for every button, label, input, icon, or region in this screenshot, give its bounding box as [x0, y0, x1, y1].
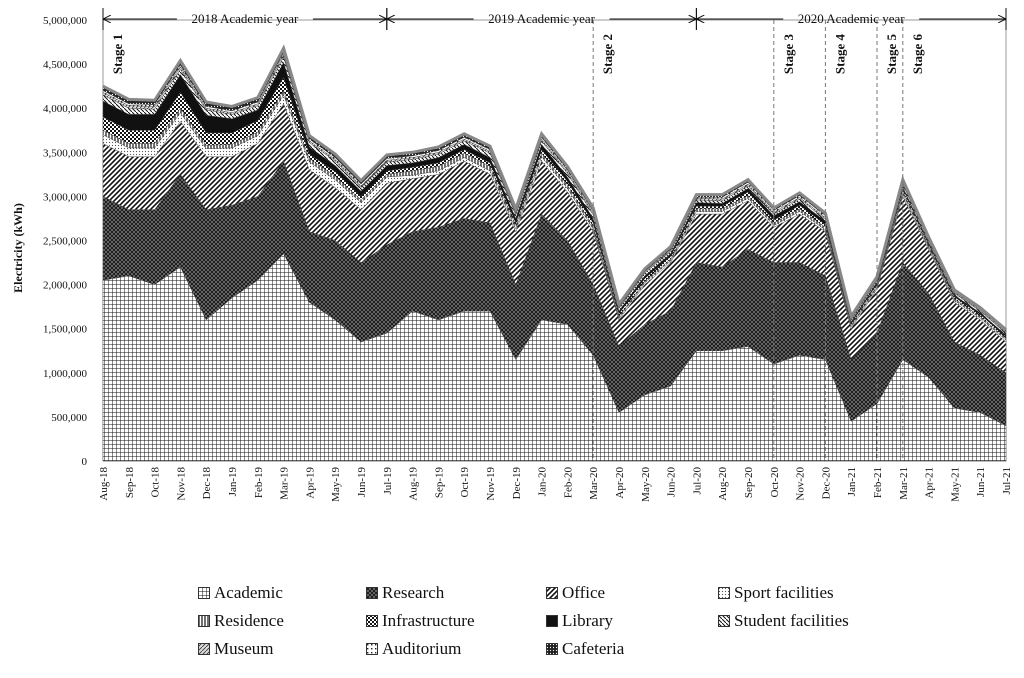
x-tick-label: Aug-20 — [717, 467, 729, 501]
legend-swatch — [366, 615, 378, 627]
x-tick-label: Jan-19 — [227, 467, 239, 497]
x-tick-label: Oct-18 — [150, 467, 162, 498]
legend-swatch — [546, 587, 558, 599]
y-tick-label: 5,000,000 — [43, 15, 88, 27]
x-tick-label: May-19 — [330, 467, 342, 502]
legend-item-cafeteria: Cafeteria — [546, 639, 624, 659]
legend-label: Museum — [214, 639, 274, 658]
x-tick-label: Jul-21 — [1001, 467, 1013, 495]
x-tick-label: Nov-18 — [175, 467, 187, 501]
y-tick-label: 3,500,000 — [43, 147, 88, 159]
legend-swatch — [198, 615, 210, 627]
x-tick-label: Aug-19 — [408, 467, 420, 501]
x-tick-label: Jul-20 — [691, 467, 703, 495]
legend-swatch — [718, 587, 730, 599]
x-tick-label: Feb-21 — [872, 467, 884, 498]
y-axis: 0 500,000 1,000,000 1,500,000 2,000,000 2,500… — [43, 15, 88, 468]
legend-item-sport-facilities: Sport facilities — [718, 583, 834, 603]
legend-item-residence: Residence — [198, 611, 284, 631]
y-tick-label: 500,000 — [51, 412, 87, 424]
legend-item-student-facilities: Student facilities — [718, 611, 849, 631]
x-tick-label: May-20 — [640, 467, 652, 502]
x-tick-label: Jun-21 — [975, 467, 987, 497]
x-tick-label: Apr-20 — [614, 467, 626, 499]
legend-label: Research — [382, 583, 445, 602]
legend-label: Auditorium — [382, 639, 462, 658]
stacked-area-chart: 0 500,000 1,000,000 1,500,000 2,000,000 2,500… — [11, 8, 1013, 502]
stage-label: Stage 3 — [781, 34, 796, 75]
legend-item-library: Library — [546, 611, 613, 631]
total-outline — [102, 44, 1007, 331]
x-axis: Aug-18 Sep-18 Oct-18 Nov-18 Dec-18 Jan-19 Feb-… — [98, 467, 1013, 502]
stage-label: Stage 6 — [910, 34, 925, 75]
x-tick-label: Dec-19 — [511, 467, 523, 500]
x-tick-label: Nov-20 — [795, 467, 807, 501]
x-tick-label: Aug-18 — [98, 467, 110, 501]
legend-swatch — [546, 615, 558, 627]
legend-item-research: Research — [366, 583, 444, 603]
x-tick-label: Dec-20 — [820, 467, 832, 500]
y-tick-label: 2,000,000 — [43, 280, 88, 292]
y-tick-label: 1,000,000 — [43, 368, 88, 380]
legend-swatch — [366, 643, 378, 655]
legend-label: Infrastructure — [382, 611, 475, 630]
academic-year-annotations: 2018 Academic year 2019 Academic year 2020… — [102, 8, 1007, 30]
x-tick-label: Apr-19 — [304, 467, 316, 499]
x-tick-label: Jan-21 — [846, 467, 858, 496]
x-tick-label: Nov-19 — [485, 467, 497, 501]
area-layers — [102, 44, 1007, 462]
legend-item-office: Office — [546, 583, 605, 603]
y-tick-label: 2,500,000 — [43, 236, 88, 248]
academic-year-label: 2020 Academic year — [798, 11, 906, 26]
academic-year-label: 2019 Academic year — [488, 11, 596, 26]
y-tick-label: 3,000,000 — [43, 191, 88, 203]
y-tick-label: 1,500,000 — [43, 324, 88, 336]
x-tick-label: Jan-20 — [537, 467, 549, 497]
x-tick-label: Dec-18 — [201, 467, 213, 500]
x-tick-label: Jun-20 — [666, 467, 678, 497]
x-tick-label: Apr-21 — [924, 467, 936, 499]
legend-label: Academic — [214, 583, 283, 602]
x-tick-label: Sep-19 — [433, 467, 445, 499]
x-tick-label: Jul-19 — [382, 467, 394, 495]
legend-label: Residence — [214, 611, 284, 630]
x-tick-label: Oct-19 — [459, 467, 471, 498]
x-tick-label: Mar-20 — [588, 467, 600, 500]
legend-swatch — [546, 643, 558, 655]
legend-item-auditorium: Auditorium — [366, 639, 461, 659]
legend-label: Sport facilities — [734, 583, 834, 602]
x-tick-label: Sep-20 — [743, 467, 755, 499]
x-tick-label: Feb-20 — [562, 467, 574, 499]
x-tick-label: Feb-19 — [253, 467, 265, 499]
x-tick-label: Sep-18 — [124, 467, 136, 499]
stage-label: Stage 1 — [110, 34, 125, 74]
legend-label: Office — [562, 583, 606, 602]
legend-item-museum: Museum — [198, 639, 274, 659]
x-tick-label: Mar-21 — [898, 467, 910, 500]
legend-swatch — [198, 587, 210, 599]
stage-lines — [592, 20, 904, 461]
y-tick-label: 4,000,000 — [43, 103, 88, 115]
stage-label: Stage 4 — [832, 34, 847, 75]
x-tick-label: Oct-20 — [769, 467, 781, 498]
legend-label: Cafeteria — [562, 639, 625, 658]
x-tick-label: May-21 — [949, 467, 961, 502]
legend-item-academic: Academic — [198, 583, 283, 603]
stage-label: Stage 2 — [600, 34, 615, 74]
y-tick-label: 0 — [82, 456, 88, 468]
legend-swatch — [198, 643, 210, 655]
stage-label: Stage 5 — [884, 34, 899, 75]
legend-swatch — [366, 587, 378, 599]
x-tick-label: Mar-19 — [279, 467, 291, 500]
legend-swatch — [718, 615, 730, 627]
y-tick-label: 4,500,000 — [43, 59, 88, 71]
stage-labels: Stage 1 Stage 2 Stage 3 Stage 4 Stage 5 Stage… — [110, 34, 925, 75]
legend-label: Student facilities — [734, 611, 849, 630]
y-axis-label: Electricity (kWh) — [11, 203, 25, 293]
legend-item-infrastructure: Infrastructure — [366, 611, 475, 631]
academic-year-label: 2018 Academic year — [191, 11, 299, 26]
legend-label: Library — [562, 611, 613, 630]
x-tick-label: Jun-19 — [356, 467, 368, 497]
